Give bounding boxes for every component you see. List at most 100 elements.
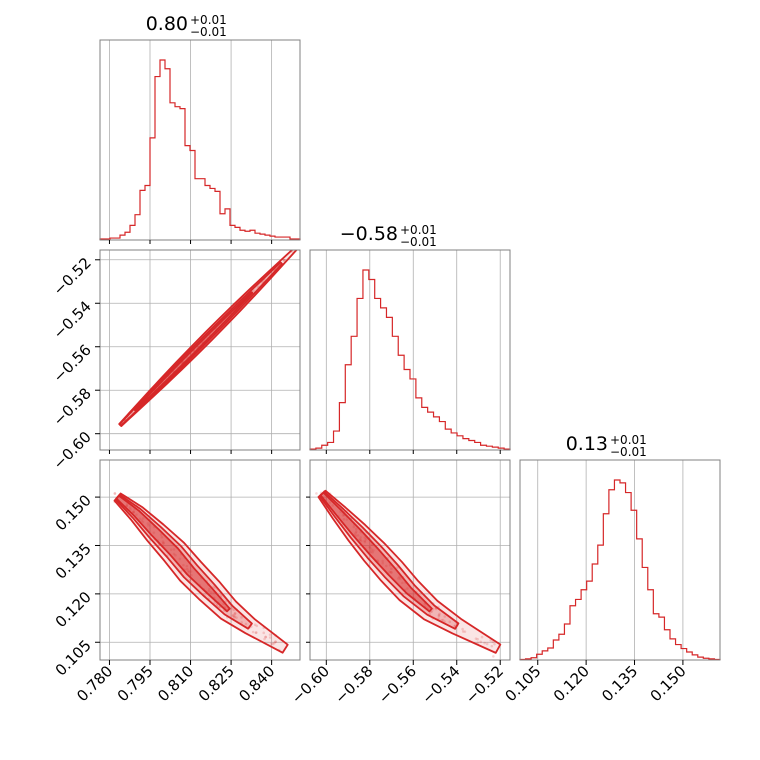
scatter-content <box>315 489 502 658</box>
scatter-point <box>461 627 464 631</box>
scatter-point <box>270 642 273 646</box>
scatter-point <box>359 536 362 539</box>
scatter-point <box>331 504 335 507</box>
scatter-point <box>146 522 150 525</box>
scatter-point <box>129 508 132 511</box>
x-tick-label: 0.795 <box>114 662 157 705</box>
scatter-point <box>213 601 216 605</box>
scatter-point <box>479 640 482 644</box>
histogram-panel-1 <box>99 39 301 241</box>
scatter-point <box>388 570 392 574</box>
scatter-point <box>232 614 235 617</box>
scatter-point <box>295 247 298 250</box>
scatter-point <box>113 491 117 495</box>
histogram-panel-1-bg <box>100 40 300 240</box>
scatter-point <box>233 612 237 615</box>
scatter-point <box>147 524 150 527</box>
scatter-point <box>253 623 257 627</box>
x-tick-label: 0.135 <box>598 662 641 705</box>
histogram-panel-2-bg <box>310 250 510 450</box>
scatter-point <box>354 534 358 537</box>
scatter-point <box>463 630 467 633</box>
scatter-point <box>398 577 402 580</box>
scatter-point <box>140 519 144 522</box>
scatter-point <box>369 550 373 554</box>
x-tick-label: 0.120 <box>550 662 593 705</box>
scatter-point <box>448 620 452 624</box>
scatter-point <box>428 612 432 616</box>
y-tick-label: 0.150 <box>52 491 95 534</box>
histogram-steps <box>99 59 301 240</box>
scatter-point <box>390 571 393 574</box>
scatter-point <box>389 570 393 574</box>
scatter-point <box>437 613 441 617</box>
scatter-point <box>363 539 366 543</box>
scatter-point <box>162 541 165 545</box>
scatter-point <box>125 504 128 507</box>
scatter-point <box>160 535 164 539</box>
scatter-point <box>438 612 441 616</box>
scatter-content <box>118 247 298 427</box>
scatter-point <box>268 636 272 639</box>
scatter-point <box>207 589 210 593</box>
histogram-title-minus: −0.01 <box>610 445 647 459</box>
scatter-point <box>159 533 163 536</box>
scatter-point <box>255 624 259 628</box>
scatter-point <box>474 637 478 640</box>
panel-frame <box>99 249 301 451</box>
scatter-point <box>328 501 332 504</box>
scatter-point <box>483 641 486 645</box>
histogram-title-plus: +0.01 <box>400 223 437 237</box>
scatter-point <box>358 538 361 542</box>
scatter-point <box>240 621 243 624</box>
histogram-steps <box>519 479 721 661</box>
scatter-point <box>252 289 255 292</box>
scatter-point <box>283 258 286 262</box>
scatter-point <box>132 510 135 514</box>
scatter-point <box>406 587 409 590</box>
scatter-point <box>398 575 401 579</box>
x-tick-label: −0.52 <box>462 662 507 707</box>
y-tick-label: −0.60 <box>50 428 95 473</box>
scatter-point <box>271 642 275 646</box>
scatter-point <box>262 631 266 635</box>
panel-frame <box>99 39 301 241</box>
scatter-point <box>342 518 346 521</box>
scatter-point <box>185 564 189 568</box>
scatter-point <box>490 644 494 648</box>
contour-inner <box>133 291 254 412</box>
scatter-point <box>368 545 371 549</box>
scatter-point <box>493 642 496 646</box>
scatter-point <box>274 640 277 644</box>
x-tick-label: 0.105 <box>501 662 544 705</box>
scatter-point <box>354 527 358 531</box>
scatter-point <box>240 616 243 619</box>
scatter-point <box>369 546 372 549</box>
scatter-point <box>341 514 345 517</box>
scatter-point <box>359 539 363 543</box>
histogram-title-plus: +0.01 <box>190 13 227 27</box>
histogram-title-value: 0.80 <box>146 13 188 35</box>
scatter-point <box>273 641 276 645</box>
scatter-point <box>161 542 165 545</box>
scatter-point <box>251 630 255 634</box>
scatter-point <box>128 506 132 509</box>
scatter-point <box>274 640 277 644</box>
scatter-point <box>480 635 484 639</box>
scatter-point <box>364 537 368 541</box>
scatter-point <box>352 525 356 529</box>
scatter-panel-2 <box>99 459 301 661</box>
scatter-point <box>244 622 248 626</box>
x-tick-label: −0.56 <box>375 662 420 707</box>
scatter-point <box>232 616 236 619</box>
scatter-point <box>345 518 349 521</box>
scatter-point <box>264 635 268 639</box>
scatter-point <box>187 569 190 573</box>
scatter-point <box>189 570 193 573</box>
x-tick-label: 0.780 <box>73 662 116 705</box>
histogram-panel-3 <box>519 459 721 661</box>
x-tick-label: 0.810 <box>154 662 197 705</box>
histogram-panel-2 <box>309 249 511 451</box>
x-tick-label: 0.150 <box>647 662 690 705</box>
